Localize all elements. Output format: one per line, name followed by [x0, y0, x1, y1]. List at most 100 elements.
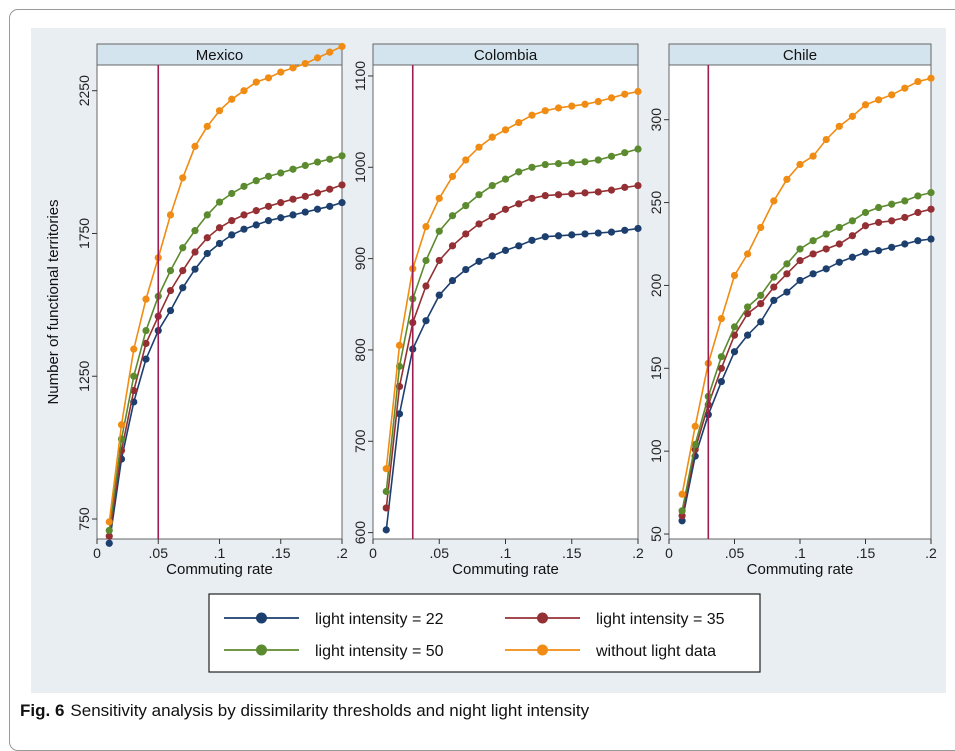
data-point — [215, 198, 224, 206]
data-point — [501, 246, 510, 254]
data-point — [264, 74, 273, 82]
data-point — [541, 160, 549, 169]
y-tick-label: 200 — [648, 274, 664, 298]
data-point — [770, 273, 778, 281]
data-point — [678, 512, 686, 520]
data-point — [541, 107, 549, 115]
data-point — [191, 265, 199, 273]
data-point — [770, 283, 778, 291]
data-point — [717, 377, 726, 386]
data-point — [783, 288, 791, 296]
data-point — [678, 507, 686, 515]
data-point — [634, 224, 642, 233]
data-point — [927, 189, 935, 197]
data-point — [528, 163, 536, 171]
x-tick-label: .05 — [430, 545, 450, 561]
data-point — [888, 217, 896, 225]
data-point — [448, 242, 457, 250]
data-point — [914, 208, 922, 217]
data-point — [927, 74, 935, 82]
data-point — [435, 194, 443, 202]
series-3 — [382, 87, 642, 473]
x-tick-label: .15 — [562, 545, 582, 561]
data-point — [240, 211, 248, 219]
data-point — [528, 194, 536, 202]
data-point — [435, 291, 443, 299]
data-point — [228, 231, 236, 239]
y-tick-label: 2250 — [76, 75, 92, 106]
data-point — [783, 270, 791, 278]
data-point — [554, 232, 563, 240]
series-0 — [382, 224, 642, 534]
data-point — [607, 152, 616, 160]
data-point — [554, 191, 563, 199]
data-point — [744, 250, 752, 258]
data-point — [757, 291, 765, 299]
data-point — [927, 235, 935, 243]
data-point — [252, 78, 260, 86]
data-point — [822, 230, 830, 238]
data-point — [326, 202, 334, 210]
figure-caption-text: Sensitivity analysis by dissimilarity th… — [70, 701, 590, 720]
plot-area — [96, 64, 343, 540]
data-point — [191, 227, 199, 235]
x-tick-label: .2 — [632, 545, 644, 561]
legend-entry: light intensity = 22 — [224, 611, 444, 628]
data-point — [475, 257, 483, 265]
data-point — [554, 104, 563, 112]
data-point — [875, 203, 883, 212]
data-point — [240, 87, 248, 95]
data-point — [568, 190, 576, 198]
data-point — [678, 490, 686, 498]
data-point — [757, 300, 765, 308]
data-point — [240, 182, 248, 190]
data-point — [448, 212, 457, 220]
data-point — [338, 181, 346, 189]
data-point — [607, 228, 616, 236]
data-point — [422, 256, 430, 265]
data-point — [203, 211, 211, 219]
data-point — [264, 202, 273, 210]
data-point — [901, 84, 909, 92]
data-point — [796, 276, 804, 285]
data-point — [338, 152, 346, 160]
data-point — [528, 111, 536, 119]
data-point — [757, 223, 765, 232]
chart-svg: Mexico 750 1250 1750 2250 0 .05 .1 .15 .2 Commutin… — [45, 42, 937, 673]
y-tick-label: 1250 — [76, 360, 92, 391]
data-point — [166, 211, 175, 219]
x-tick-label: .1 — [500, 545, 512, 561]
data-point — [301, 59, 309, 68]
data-point — [215, 224, 224, 232]
data-point — [581, 100, 589, 108]
data-point — [901, 197, 909, 205]
data-point — [462, 265, 470, 274]
data-point — [264, 217, 273, 225]
data-point — [475, 220, 483, 228]
data-point — [621, 183, 629, 191]
y-tick-label: 1750 — [76, 218, 92, 249]
data-point — [875, 218, 883, 227]
data-point — [277, 68, 285, 76]
data-point — [277, 169, 285, 177]
data-point — [338, 199, 346, 207]
data-point — [634, 181, 642, 190]
data-point — [475, 191, 483, 199]
data-point — [634, 87, 642, 96]
data-point — [105, 532, 113, 540]
data-point — [691, 422, 699, 430]
data-point — [568, 159, 576, 167]
data-point — [634, 145, 642, 153]
data-point — [203, 122, 211, 130]
y-axis-label: Number of functional territories — [45, 199, 62, 404]
data-point — [435, 227, 443, 235]
data-point — [228, 189, 236, 198]
data-point — [875, 247, 883, 255]
legend-marker — [537, 644, 548, 656]
data-point — [301, 161, 309, 170]
data-point — [289, 195, 297, 203]
data-point — [770, 197, 778, 205]
data-point — [835, 122, 843, 130]
data-point — [848, 112, 857, 120]
data-point — [528, 236, 536, 244]
